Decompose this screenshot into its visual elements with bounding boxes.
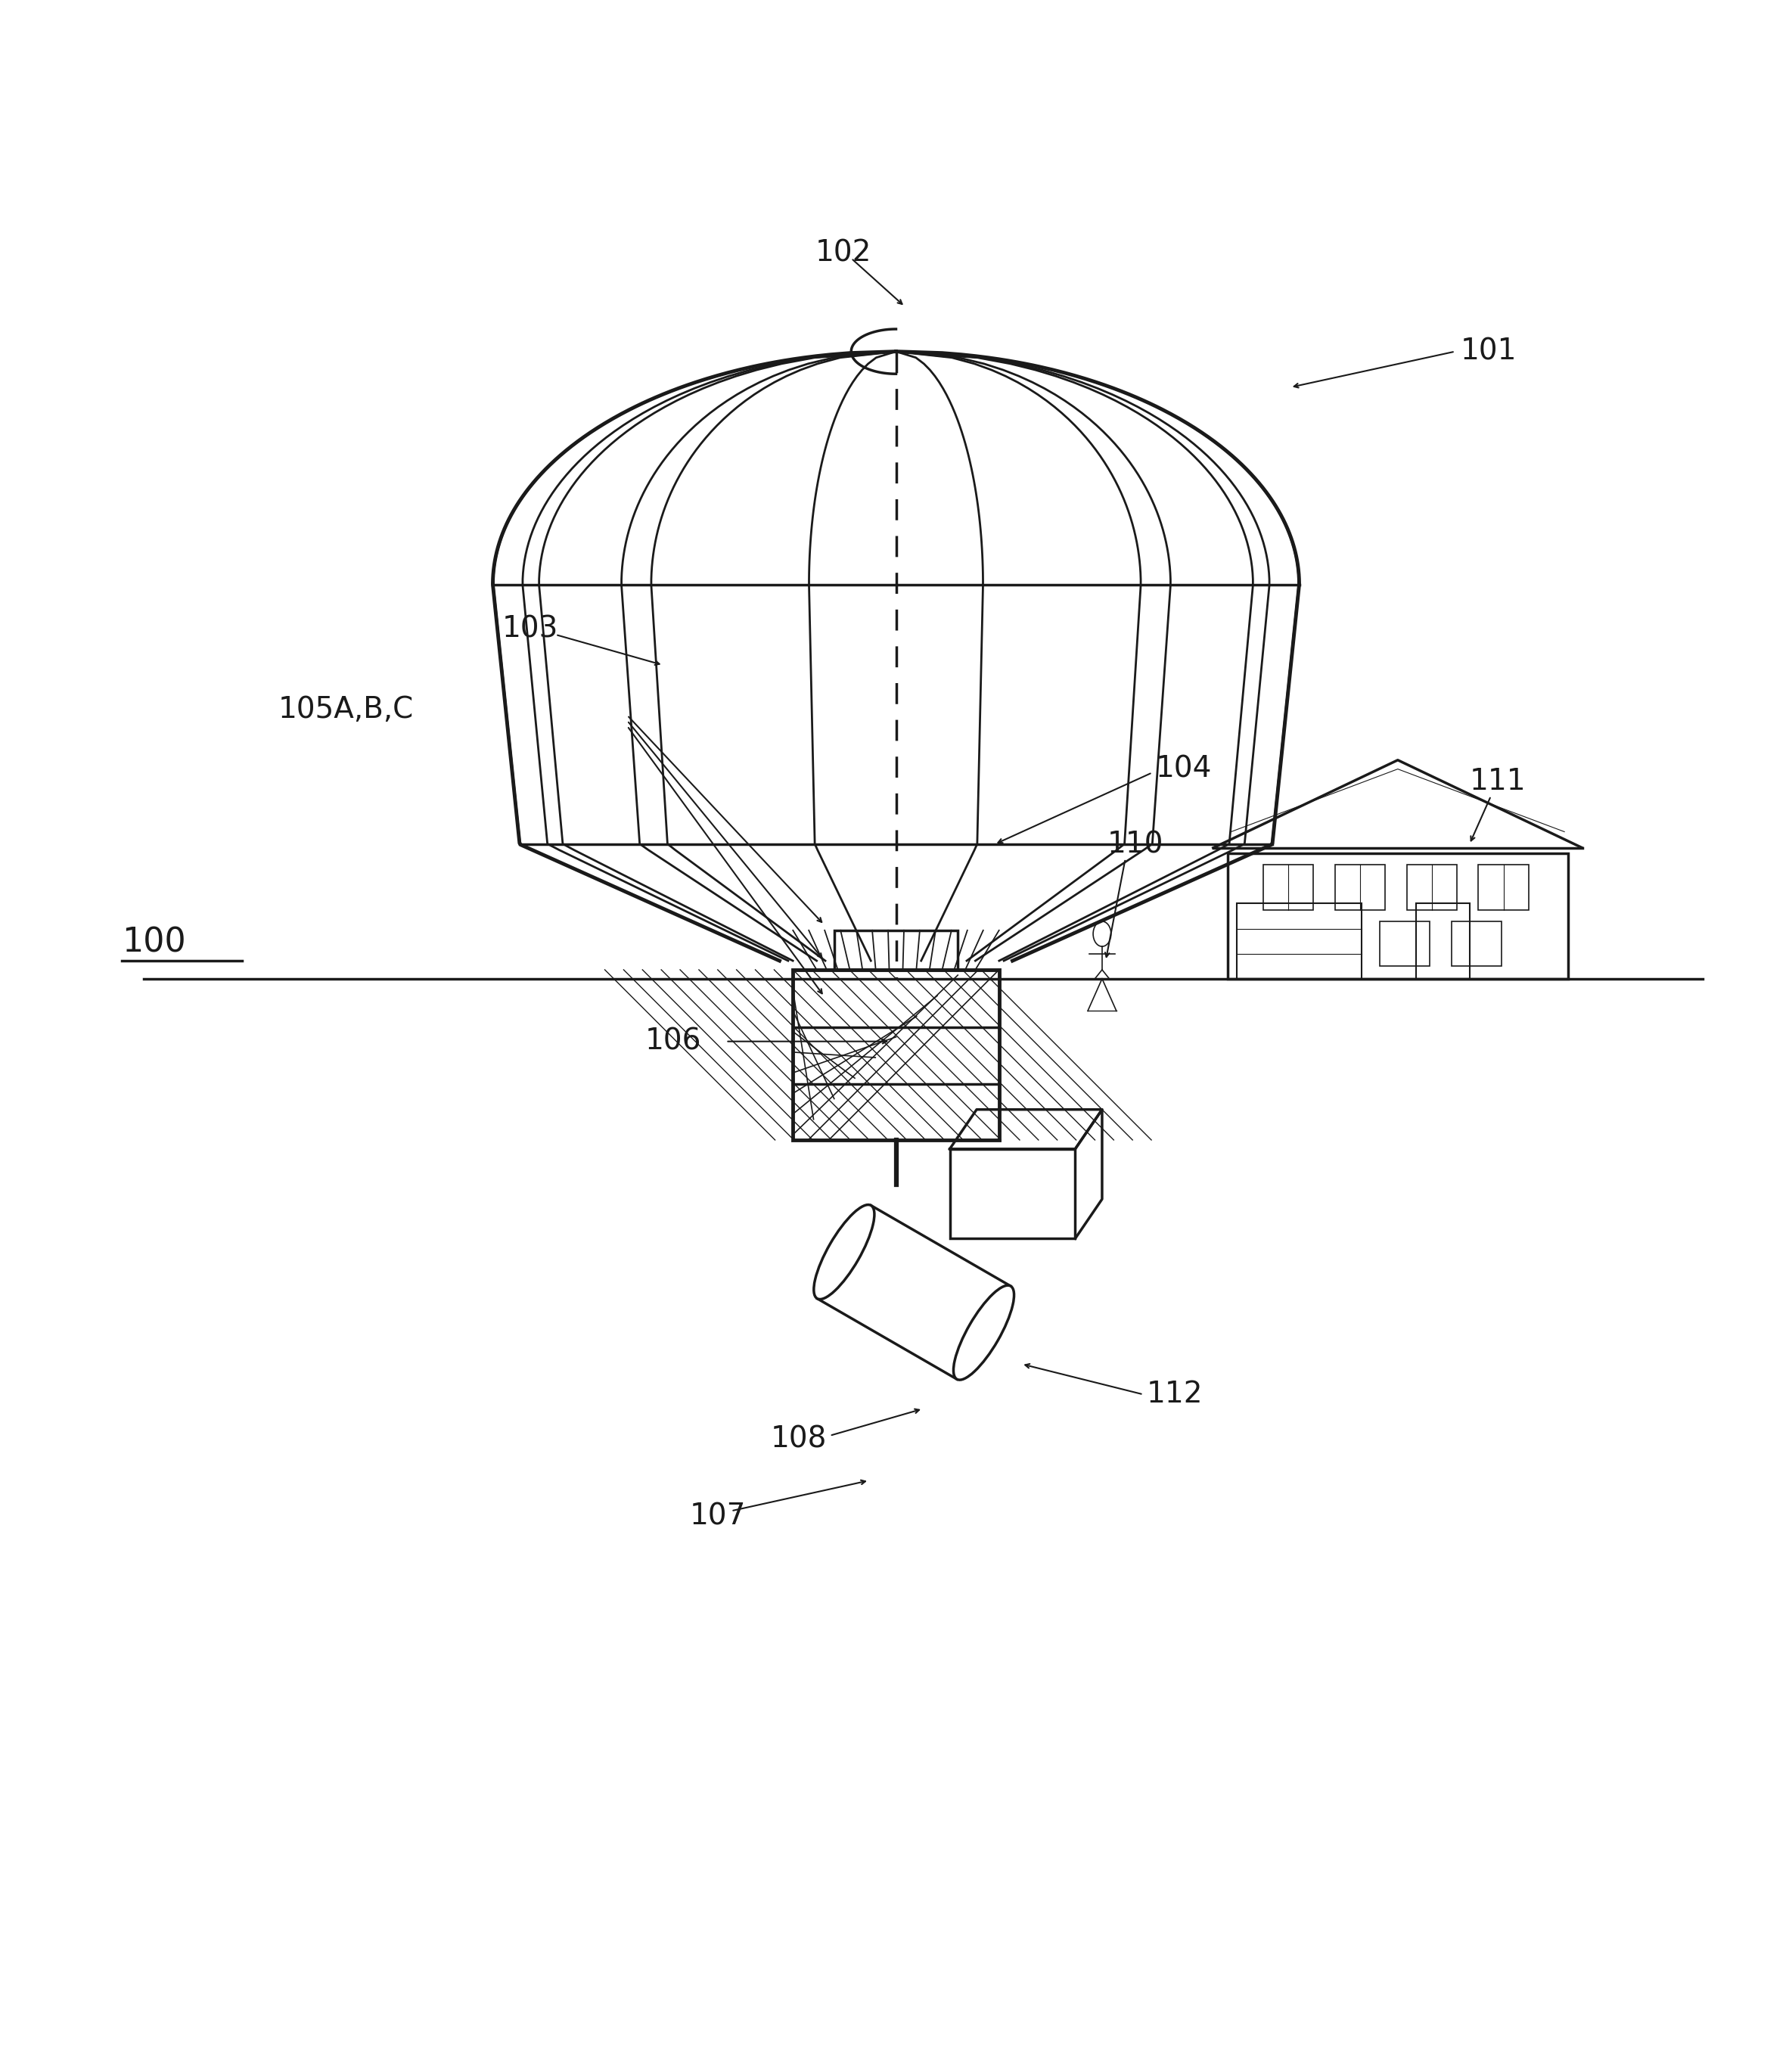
Text: 112: 112 xyxy=(1147,1380,1202,1408)
Ellipse shape xyxy=(953,1286,1014,1380)
Bar xyxy=(1478,866,1529,909)
Text: 105A,B,C: 105A,B,C xyxy=(278,696,414,725)
Bar xyxy=(1236,903,1362,978)
Text: 103: 103 xyxy=(502,614,557,643)
Text: 102: 102 xyxy=(815,239,871,268)
Text: 106: 106 xyxy=(645,1028,701,1056)
Text: 111: 111 xyxy=(1469,768,1527,796)
Bar xyxy=(817,1206,1011,1380)
Bar xyxy=(835,929,957,970)
Text: 110: 110 xyxy=(1107,829,1163,858)
Text: 108: 108 xyxy=(771,1425,826,1453)
Text: 104: 104 xyxy=(1156,755,1211,784)
Bar xyxy=(1452,921,1502,966)
Text: 107: 107 xyxy=(690,1502,745,1531)
Bar xyxy=(792,970,1000,1140)
Text: 101: 101 xyxy=(1460,338,1516,366)
Bar xyxy=(1263,866,1314,909)
Text: 100: 100 xyxy=(122,927,186,960)
Ellipse shape xyxy=(814,1206,874,1300)
Bar xyxy=(950,1148,1075,1238)
Bar xyxy=(1335,866,1385,909)
Bar xyxy=(1416,903,1469,978)
Bar xyxy=(1407,866,1457,909)
Bar xyxy=(1380,921,1430,966)
Bar xyxy=(1228,854,1568,978)
